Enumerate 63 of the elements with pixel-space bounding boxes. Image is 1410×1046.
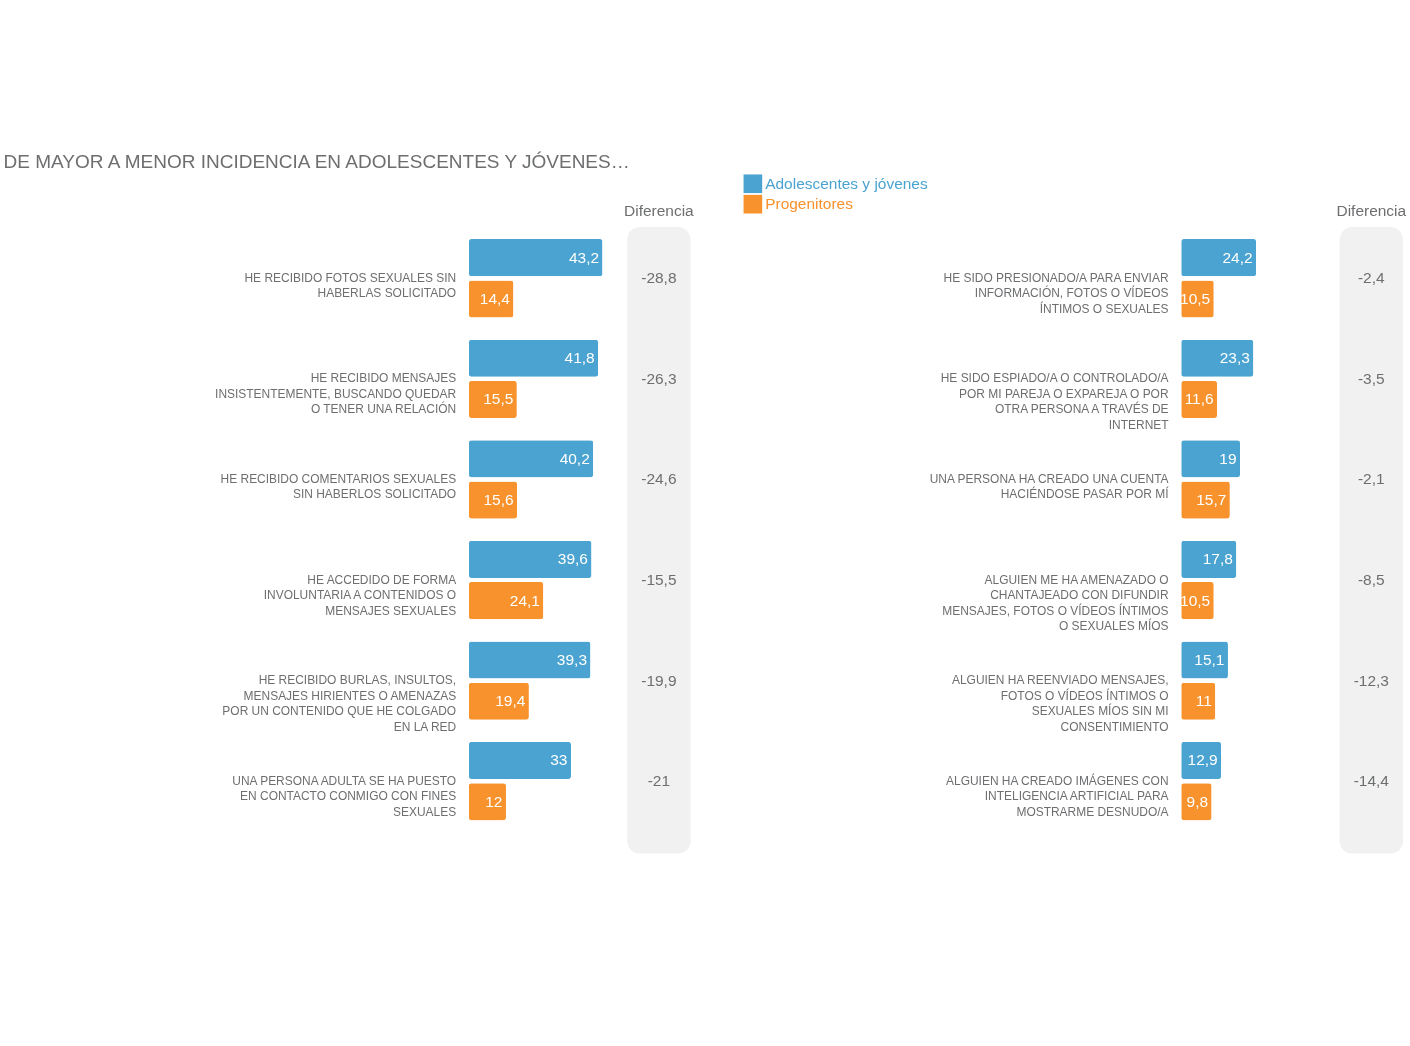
data-label: 39,3 xyxy=(556,650,587,668)
bar xyxy=(468,440,594,478)
y-tick-label: HE RECIBIDO MENSAJES INSISTENTEMENTE, BUSCANDO QUEDAR O TENER UNA RELACIÓN xyxy=(215,371,457,417)
y-tick-label: HE SIDO ESPIADO/A O CONTROLADO/A POR MI PAREJA O EXPAREJA O POR OTRA PERSONA A TRAVÉS DE INTERNET xyxy=(940,371,1170,432)
data-label: 40,2 xyxy=(559,449,590,467)
data-label: 17,8 xyxy=(1202,550,1233,568)
legend-label: Progenitores xyxy=(765,195,854,213)
data-label: 11,6 xyxy=(1184,390,1214,408)
y-tick-label: HE RECIBIDO BURLAS, INSULTOS, MENSAJES HIRIENTES O AMENAZAS POR UN CONTENIDO QUE HE COLGADO EN LA RED xyxy=(222,673,457,734)
text: -28,8 xyxy=(641,269,677,287)
text: Diferencia xyxy=(624,202,695,220)
data-label: 23,3 xyxy=(1219,349,1250,367)
y-tick-label: HE RECIBIDO COMENTARIOS SEXUALES SIN HABERLOS SOLICITADO xyxy=(220,471,457,502)
y-tick-label: ALGUIEN HA REENVIADO MENSAJES, FOTOS O VÍDEOS ÍNTIMOS O SEXUALES MÍOS SIN MI CONSENTIMIENTO xyxy=(952,673,1169,734)
data-label: 12,9 xyxy=(1187,751,1218,769)
text: -21 xyxy=(647,772,671,790)
y-tick-label: ALGUIEN ME HA AMENAZADO O CHANTAJEADO CON DIFUNDIR MENSAJES, FOTOS O VÍDEOS ÍNTIMOS O SEXUALES MÍOS xyxy=(942,572,1169,634)
y-tick-label: HE ACCEDIDO DE FORMA INVOLUNTARIA A CONTENIDOS O MENSAJES SEXUALES xyxy=(263,572,457,618)
data-label: 24,2 xyxy=(1222,248,1253,266)
text: -19,9 xyxy=(641,671,677,689)
data-label: 10,5 xyxy=(1180,591,1211,609)
data-label: 12 xyxy=(485,792,503,810)
bar xyxy=(1181,440,1241,478)
data-label: 24,1 xyxy=(509,591,540,609)
bar xyxy=(1181,239,1257,277)
data-label: 14,4 xyxy=(479,289,511,307)
data-label: 19,4 xyxy=(495,692,526,710)
bar xyxy=(468,582,544,620)
data-label: 39,6 xyxy=(557,550,588,568)
text: -2,1 xyxy=(1357,470,1385,488)
text: -15,5 xyxy=(641,570,677,588)
text: -3,5 xyxy=(1357,369,1385,387)
bar xyxy=(468,741,571,780)
data-label: 15,1 xyxy=(1194,650,1225,668)
text: -14,4 xyxy=(1353,772,1390,790)
bar xyxy=(468,641,591,679)
data-label: 19 xyxy=(1219,449,1237,467)
data-label: 15,7 xyxy=(1196,491,1227,509)
data-label: 11 xyxy=(1195,692,1212,710)
y-tick-label: UNA PERSONA HA CREADO UNA CUENTA HACIÉNDOSE PASAR POR MÍ xyxy=(929,471,1170,502)
text: -2,4 xyxy=(1357,269,1386,287)
bar xyxy=(468,540,592,578)
text: DE MAYOR A MENOR INCIDENCIA EN ADOLESCENTES Y JÓVENES… xyxy=(3,150,630,172)
legend-label: Adolescentes y jóvenes xyxy=(765,174,928,192)
bar xyxy=(1181,540,1237,578)
data-label: 10,5 xyxy=(1180,289,1211,307)
y-tick-label: ALGUIEN HA CREADO IMÁGENES CON INTELIGENCIA ARTIFICIAL PARA MOSTRARME DESNUDO/A xyxy=(946,772,1169,819)
data-label: 43,2 xyxy=(568,248,600,266)
y-tick-label: HE SIDO PRESIONADO/A PARA ENVIAR INFORMACIÓN, FOTOS O VÍDEOS ÍNTIMOS O SEXUALES xyxy=(943,270,1169,316)
data-label: 9,8 xyxy=(1186,792,1209,810)
data-label: 15,5 xyxy=(483,390,514,408)
text: -26,3 xyxy=(641,369,677,387)
bar xyxy=(468,239,603,277)
text: -8,5 xyxy=(1357,570,1385,588)
y-tick-label: HE RECIBIDO FOTOS SEXUALES SIN HABERLAS SOLICITADO xyxy=(244,270,457,301)
text: -12,3 xyxy=(1353,671,1389,689)
text: Diferencia xyxy=(1336,202,1407,220)
text: -24,6 xyxy=(641,470,677,488)
y-tick-label: UNA PERSONA ADULTA SE HA PUESTO EN CONTACTO CONMIGO CON FINES SEXUALES xyxy=(232,773,457,819)
bar xyxy=(468,339,599,377)
data-label: 41,8 xyxy=(564,349,595,367)
data-label: 33 xyxy=(550,751,568,769)
data-label: 15,6 xyxy=(483,491,514,509)
